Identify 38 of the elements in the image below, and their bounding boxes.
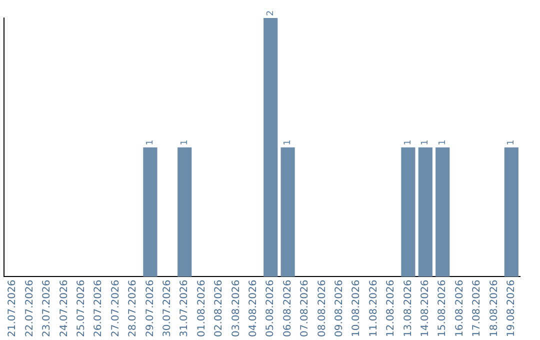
x-tick-label: 05.08.2026 (265, 280, 276, 338)
data-label: 2 (266, 10, 276, 16)
x-tick-label: 15.08.2026 (437, 280, 448, 338)
x-tick-label: 21.07.2026 (7, 280, 18, 338)
x-tick-label: 11.08.2026 (368, 280, 380, 338)
x-tick-label: 30.07.2026 (162, 280, 173, 338)
x-tick-label: 27.07.2026 (110, 280, 122, 338)
x-tick-label: 03.08.2026 (230, 280, 242, 338)
x-tick-label: 10.08.2026 (351, 280, 362, 338)
x-tick-label: 28.07.2026 (128, 280, 139, 338)
x-tick-label: 19.08.2026 (506, 280, 517, 338)
x-tick-label: 02.08.2026 (214, 280, 225, 338)
data-label: 1 (404, 140, 414, 146)
x-tick-label: 18.08.2026 (488, 280, 500, 338)
data-label: 1 (506, 140, 517, 146)
x-tick-label: 25.07.2026 (76, 280, 87, 338)
x-tick-label: 31.07.2026 (179, 280, 190, 338)
x-tick-label: 29.07.2026 (144, 280, 156, 338)
data-label: 1 (420, 140, 431, 146)
x-tick-label: 24.07.2026 (58, 280, 70, 338)
x-tick-label: 09.08.2026 (334, 280, 345, 338)
x-tick-label: 22.07.2026 (24, 280, 36, 338)
x-tick-label: 12.08.2026 (386, 280, 397, 338)
data-label: 1 (283, 140, 294, 146)
x-tick-label: 13.08.2026 (402, 280, 414, 338)
x-tick-label: 04.08.2026 (248, 280, 259, 338)
x-tick-label: 01.08.2026 (196, 280, 208, 338)
x-tick-label: 16.08.2026 (454, 280, 466, 338)
data-label: 1 (438, 140, 448, 146)
data-label: 1 (180, 140, 190, 146)
x-tick-label: 14.08.2026 (420, 280, 431, 338)
x-tick-label: 07.08.2026 (300, 280, 311, 338)
x-tick-label: 26.07.2026 (93, 280, 104, 338)
data-label: 1 (146, 140, 156, 146)
x-tick-label: 17.08.2026 (472, 280, 483, 338)
x-tick-label: 23.07.2026 (42, 280, 53, 338)
x-tick-label: 06.08.2026 (282, 280, 294, 338)
x-tick-label: 08.08.2026 (316, 280, 328, 338)
